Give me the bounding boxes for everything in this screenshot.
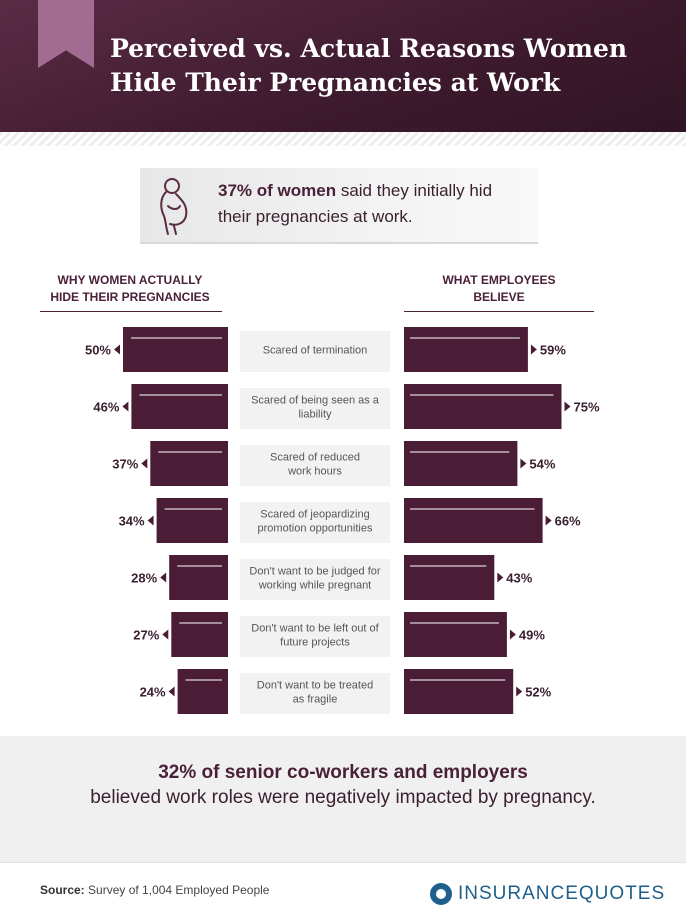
right-bar [404,441,518,486]
left-pointer-icon [147,515,154,526]
left-value-label: 28% [131,571,157,586]
category-label-box [240,445,390,486]
left-pointer-icon [168,686,175,697]
left-value-label: 46% [93,400,119,415]
right-pointer-icon [497,572,504,583]
stat-text: 37% of women said they initially hid the… [218,178,528,230]
title-line-1: Perceived vs. Actual Reasons Women [110,34,628,63]
right-value-label: 59% [540,343,566,358]
right-bar [404,612,507,657]
left-pointer-icon [141,458,148,469]
stat-body: said they initially hid their pregnancie… [218,181,493,226]
category-label-box [240,388,390,429]
right-bar [404,498,543,543]
right-value-label: 54% [529,457,555,472]
right-value-label: 66% [555,514,581,529]
left-pointer-icon [160,572,167,583]
category-label-box [240,331,390,372]
left-value-label: 34% [119,514,145,529]
bottom-callout: 32% of senior co-workers and employers b… [0,736,686,863]
right-bar [404,327,528,372]
right-pointer-icon [516,686,523,697]
category-label: Scared of reduced work hours [270,452,360,478]
left-value-label: 37% [112,457,138,472]
stat-highlight: 37% of women [218,181,337,200]
left-header-line-2: HIDE THEIR PREGNANCIES [50,290,210,304]
left-value-label: 27% [133,628,159,643]
category-label: Don't want to be treated as fragile [257,680,373,706]
right-value-label: 52% [525,685,551,700]
left-bar [171,612,228,657]
source-label: Source: [40,883,85,897]
left-value-label: 50% [85,343,111,358]
left-pointer-icon [122,401,129,412]
left-header-underline [40,311,222,312]
right-pointer-icon [545,515,552,526]
left-bar [123,327,228,372]
bottom-text: 32% of senior co-workers and employers b… [60,760,626,810]
logo-text: INSURANCEQUOTES [458,883,666,904]
right-header-line-1: WHAT EMPLOYEES [442,273,556,287]
category-label: Don't want to be judged for working while… [249,566,380,592]
category-label-box [240,559,390,600]
right-value-label: 43% [506,571,532,586]
divider-stripe [0,132,686,146]
category-label: Scared of termination [263,345,368,357]
left-bar [156,498,228,543]
bottom-highlight: 32% of senior co-workers and employers [158,762,528,783]
category-label: Don't want to be left out of future proje… [251,623,379,649]
right-column-header: WHAT EMPLOYEES BELIEVE [404,272,594,306]
source-text: Survey of 1,004 Employed People [88,883,270,897]
category-label-box [240,673,390,714]
category-label-box [240,616,390,657]
insurancequotes-logo[interactable]: INSURANCEQUOTES [430,881,670,911]
insurancequotes-logo-icon [430,883,452,905]
category-label: Scared of jeopardizing promotion opportun… [258,509,373,535]
title-line-2: Hide Their Pregnancies at Work [110,68,561,97]
left-header-line-1: WHY WOMEN ACTUALLY [57,273,203,287]
right-header-underline [404,311,594,312]
page-title: Perceived vs. Actual Reasons Women Hide … [110,32,670,100]
header: Perceived vs. Actual Reasons Women Hide … [0,0,686,132]
right-bar [404,384,562,429]
right-pointer-icon [509,629,516,640]
right-value-label: 49% [519,628,545,643]
right-pointer-icon [530,344,537,355]
left-bar [131,384,228,429]
right-header-line-2: BELIEVE [473,290,525,304]
right-value-label: 75% [574,400,600,415]
stat-callout: 37% of women said they initially hid the… [140,168,538,244]
category-label: Scared of being seen as a liability [251,395,380,421]
left-pointer-icon [162,629,169,640]
right-bar [404,669,514,714]
right-bar [404,555,495,600]
left-bar [177,669,228,714]
left-value-label: 24% [140,685,166,700]
pregnant-woman-icon [160,178,188,235]
left-pointer-icon [114,344,120,355]
category-label-box [240,502,390,543]
left-column-header: WHY WOMEN ACTUALLY HIDE THEIR PREGNANCIE… [40,272,220,306]
source-note: Source: Survey of 1,004 Employed People [40,883,269,897]
left-bar [150,441,228,486]
bottom-body: believed work roles were negatively impa… [90,787,596,808]
left-bar [169,555,228,600]
right-pointer-icon [520,458,527,469]
right-pointer-icon [564,401,571,412]
